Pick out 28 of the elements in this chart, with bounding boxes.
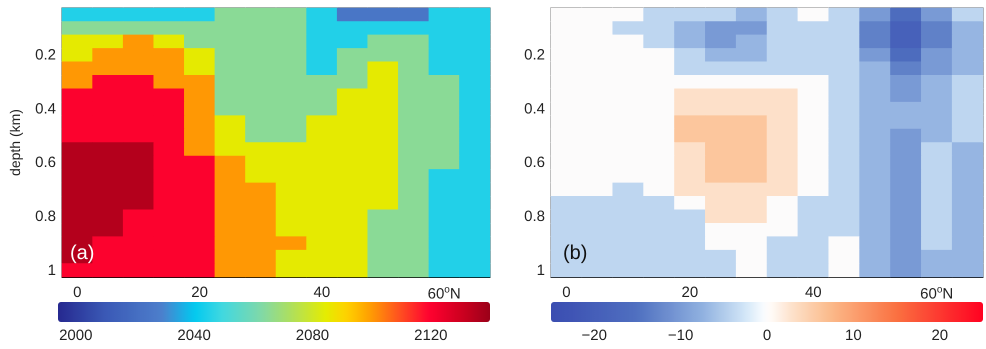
y-tick-label: 0.8 (524, 208, 545, 225)
x-tick-label: 0 (73, 284, 82, 301)
color-bar-label: 2080 (296, 327, 330, 344)
y-tick-label: 1 (48, 262, 56, 279)
y-tick-label: 0.6 (35, 154, 56, 172)
color-bar-label: 2000 (59, 327, 92, 344)
y-tick-label: 0.2 (35, 46, 56, 64)
annotation: (a) (70, 242, 94, 264)
x-tick-label: 40 (314, 284, 330, 301)
y-tick-label: 0.2 (524, 46, 545, 64)
y-tick-label: 0.6 (524, 154, 545, 172)
color-bar-label: 10 (845, 327, 862, 344)
x-tick-label: 0 (562, 284, 571, 301)
y-tick-label: 0.4 (524, 100, 545, 118)
color-bar-label: 20 (931, 327, 948, 344)
x-tick-label: 20 (682, 284, 698, 301)
y-tick-label: 0.4 (35, 100, 56, 118)
annotation: (b) (563, 242, 588, 264)
color-bar-label: −20 (581, 327, 607, 344)
x-tick-label: 40 (804, 284, 822, 301)
x-tick-label: 20 (191, 284, 208, 301)
color-bar-label: 2120 (414, 327, 448, 344)
color-bar-label: −10 (668, 327, 694, 344)
y-tick-label: 1 (536, 262, 545, 279)
y-axis-title: depth (km) (7, 109, 23, 176)
y-tick-label: 0.8 (35, 208, 56, 225)
color-bar-label: 0 (762, 327, 772, 344)
color-bar-label: 2040 (177, 327, 211, 344)
